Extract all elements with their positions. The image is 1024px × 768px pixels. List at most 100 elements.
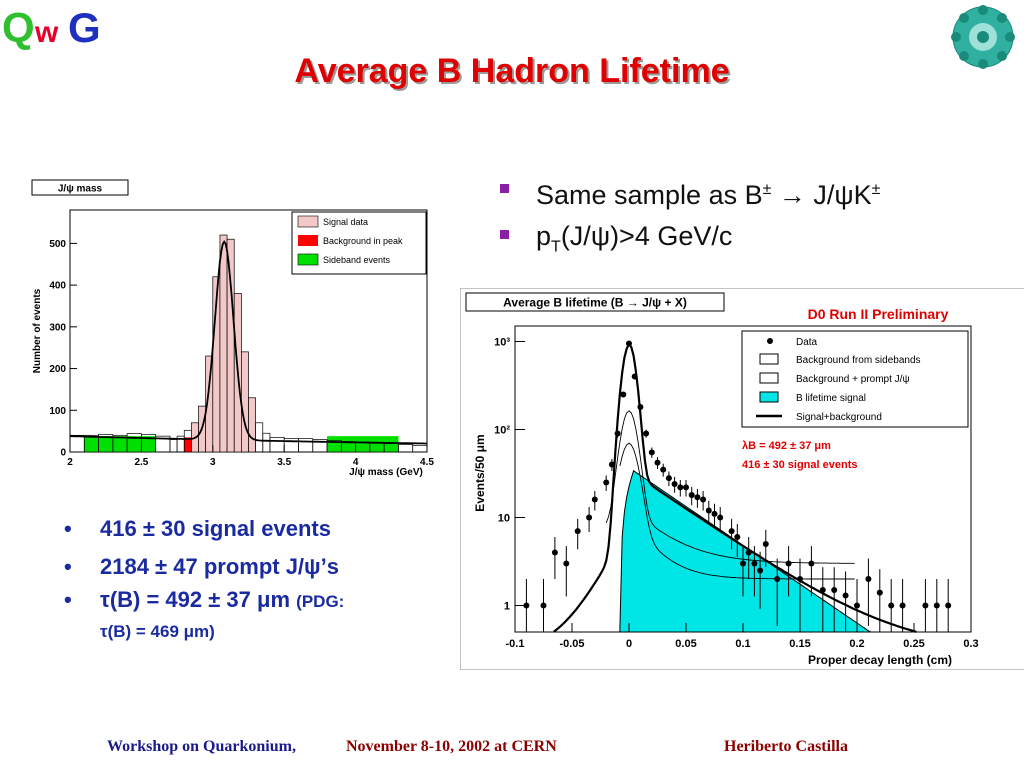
data-point — [637, 404, 644, 411]
top-bullet-list: Same sample as B± → J/ψK± pT(J/ψ)>4 GeV/… — [500, 170, 1000, 262]
data-point — [700, 496, 707, 503]
histogram-bin — [248, 397, 256, 453]
x-tick-label: 4.5 — [420, 457, 434, 468]
data-point — [705, 507, 712, 514]
data-point — [591, 496, 598, 503]
bullet-dot-icon: • — [64, 516, 72, 541]
signal-plus-background-curve — [553, 342, 917, 633]
lifetime-chart: Average B lifetime (B → J/ψ + X) D0 Run … — [460, 288, 1024, 670]
legend-label: Background from sidebands — [796, 355, 921, 366]
signal-fill — [619, 469, 937, 633]
data-point — [745, 549, 752, 556]
data-point — [688, 492, 695, 499]
data-point — [808, 560, 815, 567]
data-point — [865, 576, 872, 583]
y-tick-label: 500 — [49, 239, 66, 250]
svg-text:Q: Q — [2, 4, 35, 50]
data-point — [614, 430, 621, 437]
x-tick-label: 0.1 — [735, 638, 750, 650]
sideband-region — [327, 436, 399, 452]
legend: Data Background from sidebands Backgroun… — [741, 330, 969, 428]
y-axis-label: Events/50 μm — [473, 434, 487, 511]
footer-dates: November 8-10, 2002 at CERN — [346, 738, 557, 755]
data-point — [774, 576, 781, 583]
legend-swatch-sideband — [297, 253, 319, 266]
footer-author: Heriberto Castilla — [724, 738, 848, 755]
y-tick-label: 100 — [49, 406, 66, 417]
data-point — [785, 560, 792, 567]
x-tick-label: -0.05 — [559, 638, 584, 650]
chart-title-box — [31, 179, 129, 196]
histogram-bin — [219, 234, 228, 453]
y-tick-label: 10³ — [494, 336, 510, 348]
data-point — [551, 549, 558, 556]
d0-preliminary-label: D0 Run II Preliminary — [808, 306, 949, 322]
data-point — [717, 514, 724, 521]
slide-title: Average B Hadron Lifetime — [294, 52, 730, 90]
signal-count-annotation: 416 ± 30 signal events — [742, 459, 858, 471]
top-bullet-item: pT(J/ψ)>4 GeV/c — [500, 216, 1000, 262]
bottom-bullet-item: • 2184 ± 47 prompt J/ψ’s — [60, 548, 460, 586]
qwg-logo: Q w G — [2, 4, 101, 50]
data-point — [819, 587, 826, 594]
square-bullet-icon — [500, 184, 509, 193]
data-point — [945, 602, 952, 609]
data-point — [854, 602, 860, 609]
x-tick-label: 0.2 — [849, 638, 864, 650]
data-point — [711, 510, 718, 517]
bottom-bullet-list: • 416 ± 30 signal events • 2184 ± 47 pro… — [60, 510, 460, 646]
legend-swatch-signal — [759, 391, 779, 403]
data-point — [626, 340, 632, 347]
footer-event: Workshop on Quarkonium, — [107, 738, 296, 755]
data-point — [660, 466, 667, 473]
data-point — [683, 484, 689, 491]
data-point — [751, 560, 758, 567]
data-point — [842, 592, 849, 599]
bottom-bullet-item: • τ(B) = 492 ± 37 μm (PDG: τ(B) = 469 μm… — [64, 587, 345, 641]
data-point — [728, 528, 735, 535]
legend-label: Background in peak — [323, 236, 403, 246]
x-tick-label: 2 — [67, 457, 73, 468]
x-tick-label: 4 — [353, 457, 359, 468]
y-tick-label: 10 — [498, 513, 510, 525]
legend-swatch-sidebands — [759, 353, 779, 365]
x-tick-label: 0.15 — [789, 638, 810, 650]
legend-marker-data — [767, 338, 773, 344]
data-point — [734, 534, 741, 541]
x-tick-label: 3 — [210, 457, 216, 468]
data-point — [643, 430, 650, 437]
legend-swatch-background — [298, 235, 318, 246]
x-tick-label: 0 — [626, 638, 632, 650]
bullet-dot-icon: • — [64, 587, 72, 612]
sideband-region — [84, 436, 156, 452]
data-point — [933, 602, 940, 609]
jpsi-mass-chart: J/ψ mass 2 2.5 3 3.5 4 4.5 0 100 200 300 400 500 Nu… — [26, 176, 438, 486]
x-tick-label: -0.1 — [506, 638, 525, 650]
background-sidebands-curve — [619, 442, 855, 580]
bullet-dot-icon: • — [64, 554, 72, 579]
x-tick-label: 0.3 — [963, 638, 978, 650]
data-point — [574, 528, 581, 535]
legend-label: Signal data — [323, 217, 368, 227]
legend-label: Sideband events — [323, 255, 391, 265]
x-axis-label: J/ψ mass (GeV) — [349, 467, 423, 478]
x-tick-label: 0.05 — [675, 638, 696, 650]
data-point — [740, 560, 746, 567]
x-tick-label: 3.5 — [277, 457, 291, 468]
data-point — [563, 560, 570, 567]
histogram-bin — [226, 238, 235, 453]
svg-text:w: w — [34, 16, 59, 49]
chart-title: Average B lifetime (B → J/ψ + X) — [503, 296, 687, 310]
fit-curve — [69, 239, 427, 445]
data-point — [648, 449, 655, 456]
data-point — [831, 587, 838, 594]
x-tick-label: 2.5 — [134, 457, 148, 468]
data-point — [671, 481, 678, 488]
x-tick-label: 0.25 — [903, 638, 924, 650]
data-point — [603, 479, 610, 486]
y-tick-label: 200 — [49, 364, 66, 375]
data-point — [899, 602, 906, 609]
data-point — [677, 484, 684, 491]
chart-title: J/ψ mass — [58, 184, 103, 195]
data-point — [888, 602, 895, 609]
